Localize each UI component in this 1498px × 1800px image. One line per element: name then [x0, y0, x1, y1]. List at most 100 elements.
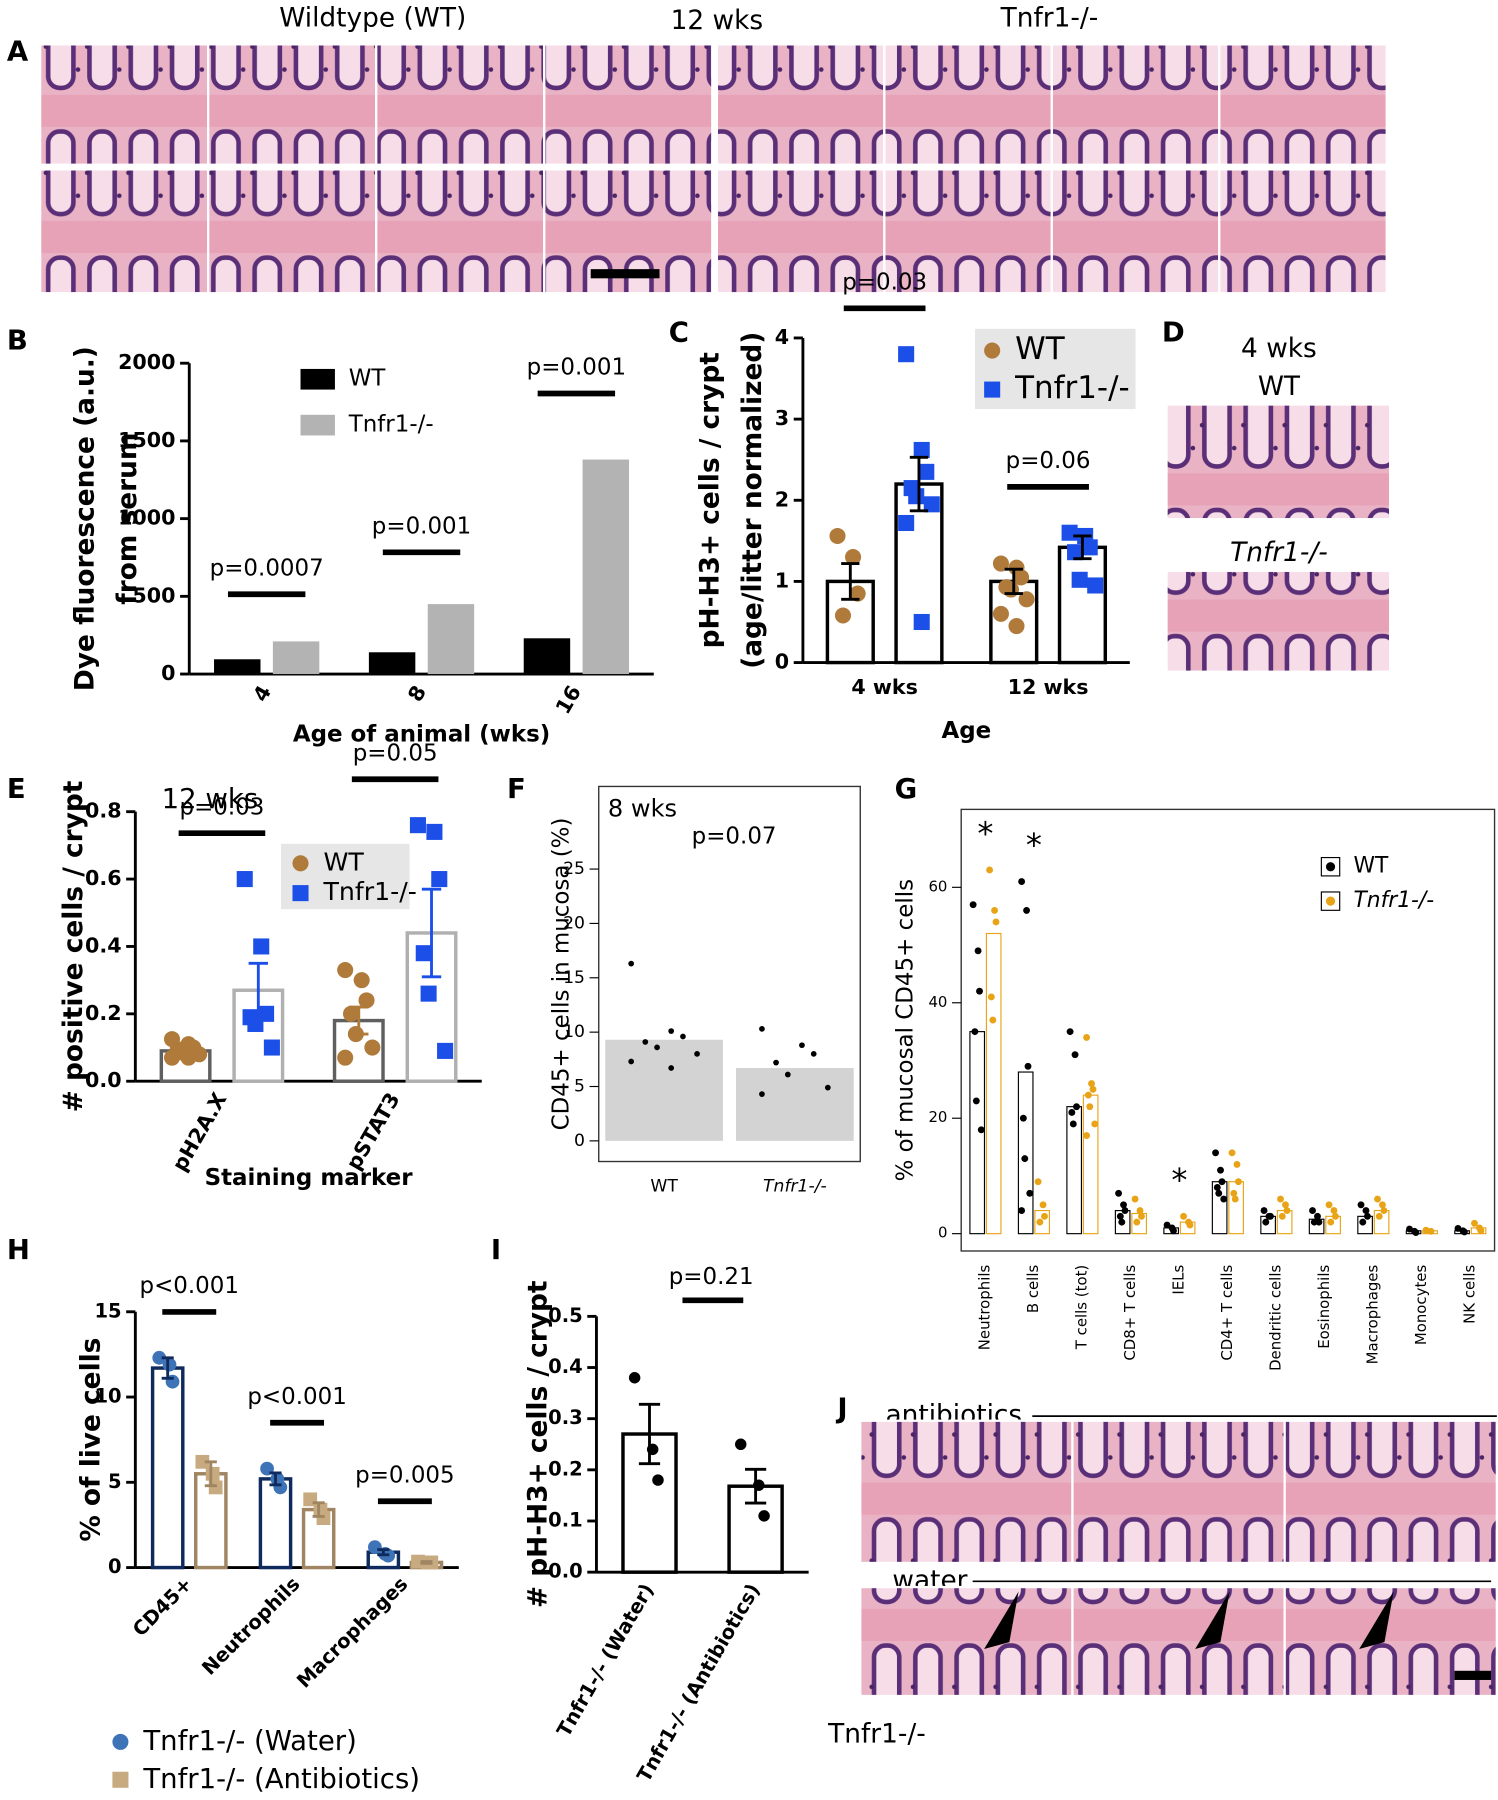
y-tick-label: 0	[775, 650, 789, 674]
x-tick-label: CD45+	[128, 1572, 197, 1641]
legend-label: Tnfr1-/- (Water)	[142, 1725, 356, 1757]
p-value: p=0.07	[692, 823, 777, 849]
histology-image	[1283, 1419, 1498, 1565]
data-point	[236, 871, 253, 888]
data-point	[992, 555, 1009, 572]
x-tick-label: 4	[248, 681, 276, 705]
data-point	[759, 1026, 765, 1032]
y-axis-label: % of mucosal CD45+ cells	[893, 879, 919, 1181]
data-point	[1277, 1195, 1284, 1203]
x-tick-label: 16	[551, 681, 586, 718]
data-point	[1071, 1051, 1079, 1059]
data-point	[1283, 1207, 1291, 1215]
data-point	[969, 901, 977, 909]
x-tick-label: pH2A.X	[167, 1088, 231, 1175]
data-point	[1314, 1212, 1321, 1220]
y-tick-label: 0.8	[85, 799, 122, 823]
data-point	[1083, 1033, 1091, 1041]
panel-labels: A B C D E F G H I J	[7, 35, 1185, 1424]
error-bar	[841, 562, 860, 601]
data-point	[987, 993, 995, 1001]
histology-image	[859, 1585, 1074, 1698]
data-point	[1061, 524, 1078, 541]
data-point	[1215, 1189, 1223, 1197]
y-tick-label: 2	[775, 487, 789, 511]
data-point	[810, 1051, 817, 1057]
y-tick-label: 40	[928, 993, 947, 1011]
legend-swatch	[112, 1733, 129, 1750]
data-point	[1118, 1218, 1126, 1226]
data-point	[163, 1049, 181, 1066]
y-tick-label: 0.6	[85, 866, 122, 890]
data-point	[1066, 1028, 1074, 1036]
data-point	[1260, 1207, 1268, 1215]
y-axis-label: % of live cells	[76, 1338, 106, 1542]
y-tick-label: 0	[161, 661, 175, 685]
data-point	[1379, 1201, 1386, 1209]
p-value: p=0.06	[1006, 448, 1091, 474]
y-tick-label: 500	[132, 583, 175, 607]
legend-label: WT	[1353, 854, 1389, 879]
p-value: p=0.03	[180, 794, 265, 820]
data-point	[898, 514, 915, 532]
data-point	[628, 960, 635, 967]
legend-box	[974, 328, 1136, 410]
bar	[272, 641, 320, 675]
legend-label: Tnfr1-/- (Antibiotics)	[142, 1763, 420, 1795]
data-point	[1180, 1212, 1188, 1220]
data-point	[1309, 1207, 1316, 1215]
data-point	[824, 1084, 831, 1091]
data-point	[1002, 581, 1020, 598]
data-point	[668, 1065, 675, 1071]
data-point	[735, 1438, 747, 1450]
data-point	[1331, 1212, 1339, 1220]
x-tick-label: CD4+ T cells	[1218, 1265, 1236, 1361]
data-point	[1477, 1227, 1485, 1235]
data-point	[642, 1039, 649, 1045]
data-point	[758, 1510, 770, 1522]
p-value: p=0.005	[355, 1462, 454, 1488]
histology-image	[715, 43, 886, 166]
panel-header: 12 wks	[671, 6, 764, 36]
panel-label: A	[7, 35, 29, 67]
y-axis-label: # pH-H3+ cells / crypt	[524, 1281, 554, 1609]
legend-label: Tnfr1-/-	[1014, 370, 1130, 406]
scale-bar	[590, 269, 660, 279]
y-tick-label: 4	[775, 325, 789, 349]
legend-swatch	[292, 885, 309, 902]
data-point	[1133, 1218, 1141, 1226]
y-tick-label: 20	[928, 1108, 947, 1126]
data-point	[1228, 1149, 1236, 1157]
data-point	[1357, 1201, 1365, 1209]
error-bar	[421, 887, 442, 979]
data-point	[1278, 1212, 1286, 1220]
y-tick-label: 0.0	[548, 1560, 583, 1583]
data-point	[195, 1454, 210, 1469]
p-value: p<0.001	[140, 1273, 239, 1299]
data-point	[1380, 1207, 1388, 1215]
x-tick-label: Dendritic cells	[1266, 1265, 1284, 1371]
data-point	[1034, 1178, 1042, 1186]
legend-label: Tnfr1-/-	[1353, 888, 1434, 913]
histology-image	[207, 168, 378, 295]
plot-frame	[960, 808, 1496, 1252]
data-point	[1131, 1195, 1139, 1203]
significance-star: *	[977, 815, 993, 853]
x-tick-label: T cells (tot)	[1072, 1265, 1090, 1350]
histology-image	[375, 43, 546, 166]
p-value: p<0.001	[247, 1384, 346, 1410]
data-point	[971, 1028, 979, 1036]
data-point	[337, 962, 354, 979]
legend-swatch	[1325, 896, 1336, 906]
data-point	[1374, 1195, 1381, 1203]
x-tick-label: WT	[650, 1177, 678, 1197]
data-point	[1087, 577, 1104, 594]
data-point	[263, 1039, 280, 1056]
data-point	[976, 987, 983, 995]
y-tick-label: 1	[775, 568, 789, 592]
bar	[1082, 1094, 1099, 1235]
y-tick-label: 25	[563, 859, 585, 879]
x-tick-label: 8	[403, 681, 431, 705]
p-value: p=0.0007	[210, 556, 324, 582]
bar	[1357, 1215, 1373, 1235]
